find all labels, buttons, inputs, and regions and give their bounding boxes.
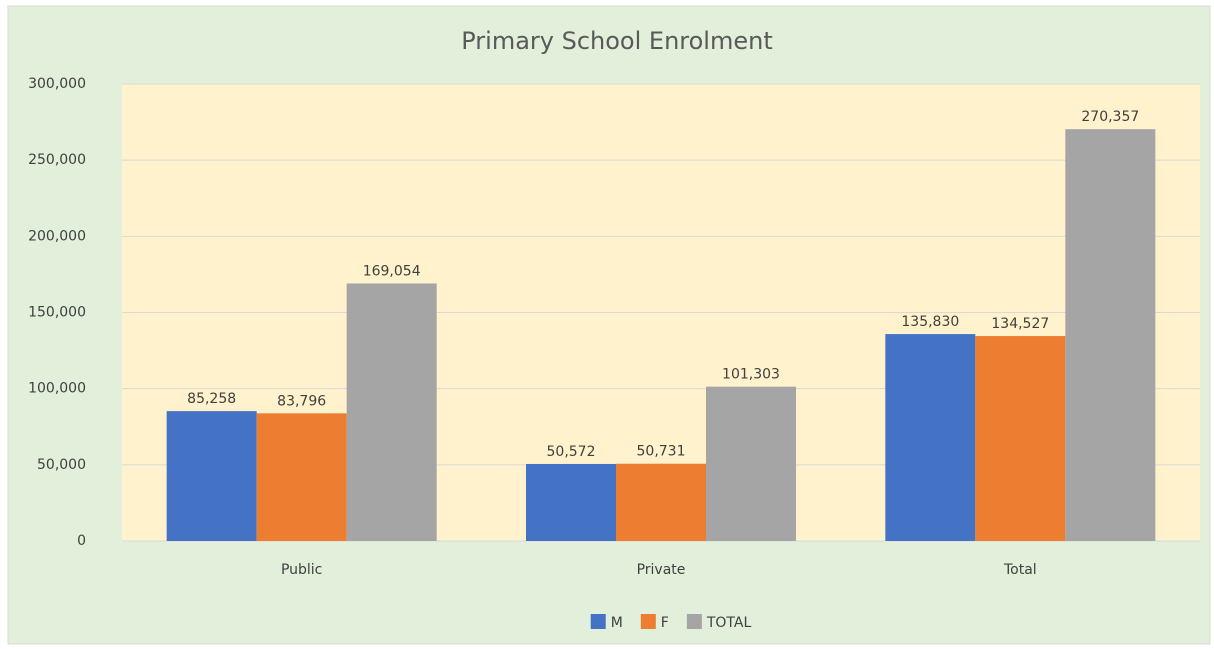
value-label: 270,357 xyxy=(1081,109,1139,125)
bar xyxy=(1065,129,1156,541)
bar xyxy=(885,334,976,541)
value-label: 101,303 xyxy=(722,367,780,383)
legend-swatch xyxy=(640,614,656,629)
chart-title: Primary School Enrolment xyxy=(461,27,773,55)
bar xyxy=(346,283,437,541)
legend-swatch xyxy=(590,614,606,629)
legend-swatch xyxy=(686,614,702,629)
bar xyxy=(616,463,706,541)
bar xyxy=(256,413,347,541)
y-tick-label: 250,000 xyxy=(28,152,86,168)
value-label: 135,830 xyxy=(901,314,959,330)
y-tick-label: 300,000 xyxy=(28,76,86,92)
bar xyxy=(166,411,257,541)
legend-label: M xyxy=(611,615,623,631)
bar xyxy=(706,386,796,541)
x-tick-label: Public xyxy=(281,562,322,578)
y-tick-label: 50,000 xyxy=(37,457,86,473)
bar xyxy=(526,463,616,541)
y-tick-label: 150,000 xyxy=(28,305,86,321)
value-label: 85,258 xyxy=(187,391,236,407)
legend-label: TOTAL xyxy=(706,615,752,631)
value-label: 50,731 xyxy=(637,444,686,460)
x-tick-label: Total xyxy=(1003,562,1037,578)
value-label: 134,527 xyxy=(991,316,1049,332)
value-label: 50,572 xyxy=(547,444,596,460)
bar xyxy=(975,336,1066,541)
y-tick-label: 200,000 xyxy=(28,228,86,244)
y-tick-label: 0 xyxy=(77,533,86,549)
value-label: 83,796 xyxy=(277,393,326,409)
legend-label: F xyxy=(661,615,669,631)
x-tick-label: Private xyxy=(637,562,686,578)
value-label: 169,054 xyxy=(363,263,421,279)
y-tick-label: 100,000 xyxy=(28,381,86,397)
